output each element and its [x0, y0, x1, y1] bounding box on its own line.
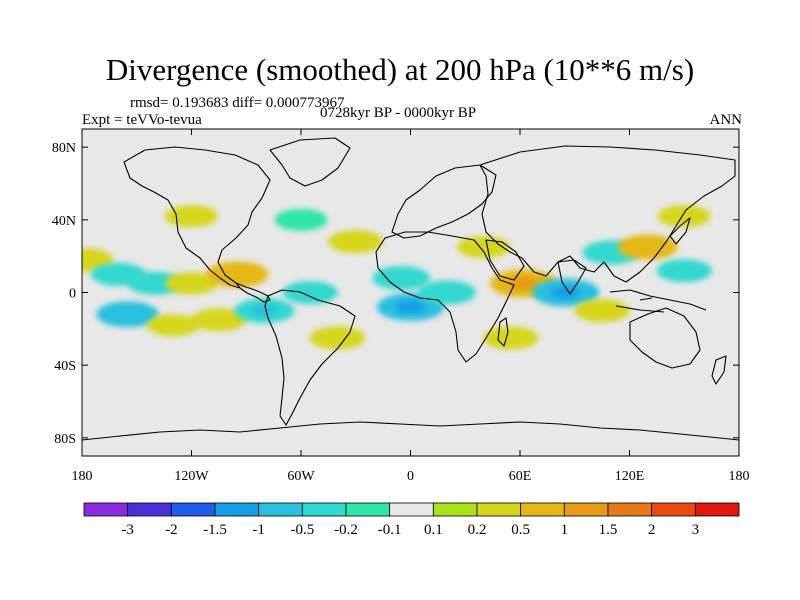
experiment-label: Expt = teVVo-tevua — [82, 112, 202, 128]
colorbar-box-9 — [476, 502, 522, 517]
colorbar-box-12 — [607, 502, 653, 517]
field-region-12 — [274, 208, 328, 231]
field-core-23 — [634, 241, 662, 253]
colorbar-box-2 — [170, 502, 216, 517]
colorbar-box-10 — [520, 502, 565, 517]
field-region-10 — [282, 281, 338, 304]
x-tick-label-3: 0 — [407, 469, 414, 484]
period-label: 0728kyr BP - 0000kyr BP — [320, 105, 477, 121]
field-region-17 — [418, 280, 476, 305]
coast-asia — [479, 145, 736, 283]
field-core-5 — [223, 268, 252, 281]
stats-label: rmsd= 0.193683 diff= 0.000773967 — [130, 95, 345, 111]
coast-south-america — [264, 289, 356, 426]
coast-antarctica — [82, 421, 739, 441]
colorbar-label-12: 2 — [648, 522, 656, 538]
coast-north-america — [123, 146, 271, 289]
field-region-14 — [309, 326, 366, 350]
y-tick-label-3: 40S — [54, 359, 76, 374]
coast-japan — [669, 217, 691, 245]
coast-africa — [375, 231, 515, 363]
colorbar-label-6: -0.1 — [378, 522, 402, 538]
axes: 180 120W 60W 0 60E 120E 180 80N 40N 0 40S 80S — [52, 129, 750, 484]
colorbar-box-4 — [258, 502, 303, 517]
coast-central-america — [235, 282, 271, 303]
colorbar-box-6 — [345, 502, 391, 517]
coastlines — [82, 137, 739, 441]
colorbar-box-0 — [83, 502, 129, 517]
x-tick-label-2: 60W — [287, 469, 315, 484]
field-core-16 — [395, 300, 426, 314]
field-region-24 — [657, 205, 711, 228]
field-region-11 — [165, 205, 218, 228]
field-region-25 — [656, 259, 712, 283]
field-region-26 — [574, 299, 630, 323]
field-core-9 — [251, 305, 278, 317]
field-region-15 — [372, 265, 431, 290]
y-tick-label-0: 80N — [52, 141, 76, 156]
colorbar-label-7: 0.1 — [424, 522, 443, 538]
colorbar-label-13: 3 — [692, 522, 700, 538]
colorbar-box-11 — [563, 502, 609, 517]
y-tick-label-4: 80S — [54, 432, 76, 447]
field-region-4 — [165, 272, 218, 295]
field-region-3 — [127, 271, 183, 295]
colorbar-label-4: -0.5 — [290, 522, 314, 538]
colorbar-label-10: 1 — [561, 522, 569, 538]
y-tick-label-2: 0 — [69, 287, 76, 302]
coast-arabia — [485, 239, 525, 281]
x-tick-label-6: 180 — [729, 469, 750, 484]
x-tick-label-5: 120E — [615, 469, 645, 484]
colorbar-label-0: -3 — [121, 522, 134, 538]
colorbar-box-7 — [389, 502, 434, 517]
coast-india — [557, 259, 587, 295]
colorbar-label-11: 1.5 — [599, 522, 618, 538]
colorbar-label-9: 0.5 — [511, 522, 530, 538]
field-region-7 — [146, 314, 200, 337]
season-label: ANN — [709, 112, 743, 128]
colorbar-label-8: 0.2 — [468, 522, 487, 538]
field-core-6 — [113, 308, 142, 321]
coast-madagascar — [497, 317, 509, 347]
colorbar-box-8 — [432, 502, 478, 517]
colorbar-box-1 — [127, 502, 172, 517]
field-region-13 — [328, 230, 384, 254]
coast-australia — [629, 307, 701, 369]
colorbar-box-13 — [651, 502, 696, 517]
field-region-19 — [483, 326, 539, 350]
x-tick-label-1: 120W — [174, 469, 209, 484]
x-tick-label-0: 180 — [72, 469, 93, 484]
chart-title: Divergence (smoothed) at 200 hPa (10**6 … — [105, 52, 695, 87]
colorbar-box-5 — [301, 502, 347, 517]
field-layer — [82, 205, 712, 350]
colorbar-box-14 — [694, 502, 740, 517]
colorbar: -3 -2 -1.5 -1 -0.5 -0.2 -0.1 0.1 0.2 0.5 1 1.5 2 3 — [83, 502, 740, 538]
colorbar-label-3: -1 — [252, 522, 265, 538]
field-region-8 — [191, 308, 247, 332]
colorbar-label-2: -1.5 — [203, 522, 227, 538]
coast-greenland — [269, 137, 351, 187]
x-tick-label-4: 60E — [509, 469, 532, 484]
coast-new-zealand — [711, 355, 727, 385]
y-tick-label-1: 40N — [52, 214, 76, 229]
colorbar-label-1: -2 — [165, 522, 178, 538]
colorbar-label-5: -0.2 — [334, 522, 358, 538]
colorbar-box-3 — [214, 502, 260, 517]
field-core-20 — [508, 277, 539, 290]
